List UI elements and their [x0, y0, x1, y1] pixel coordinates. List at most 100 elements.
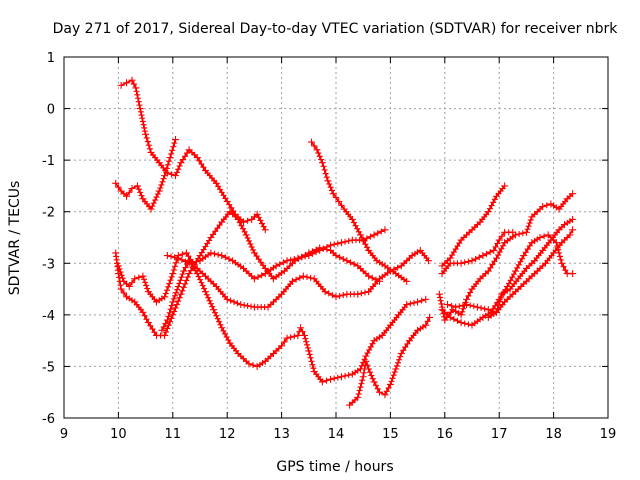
data-point: [182, 249, 190, 257]
data-marker: [138, 192, 145, 199]
series-arc-13: [444, 215, 577, 316]
y-tick-label: -2: [42, 206, 55, 221]
data-point: [452, 303, 460, 311]
data-marker: [180, 156, 186, 163]
data-marker: [165, 313, 172, 320]
data-marker: [303, 274, 310, 281]
data-marker: [460, 234, 467, 241]
data-point: [128, 185, 136, 193]
data-marker: [367, 233, 374, 240]
data-marker: [372, 276, 379, 283]
data-marker: [461, 259, 468, 266]
data-marker: [141, 312, 148, 319]
data-marker: [461, 320, 468, 327]
data-marker: [126, 189, 133, 196]
data-marker: [165, 158, 172, 165]
data-marker: [275, 293, 282, 300]
data-point: [501, 182, 509, 190]
data-marker: [255, 256, 262, 263]
data-marker: [483, 250, 490, 257]
data-point: [376, 277, 384, 285]
data-marker: [189, 259, 196, 266]
data-point: [297, 324, 305, 332]
data-point: [479, 252, 487, 260]
data-marker: [197, 268, 203, 275]
data-marker: [498, 233, 505, 240]
data-marker: [180, 284, 187, 291]
data-marker: [525, 223, 532, 230]
data-marker: [303, 338, 310, 345]
data-point: [457, 311, 465, 319]
data-marker: [168, 150, 175, 157]
data-point: [234, 215, 242, 223]
data-point: [381, 226, 389, 234]
data-marker: [182, 280, 189, 287]
data-layer: [112, 76, 577, 409]
data-marker: [452, 246, 459, 253]
data-marker: [492, 243, 499, 250]
data-marker: [322, 170, 329, 177]
data-point: [329, 190, 337, 198]
data-marker: [286, 262, 293, 269]
data-point: [313, 146, 321, 154]
data-marker: [534, 208, 541, 215]
data-marker: [541, 233, 548, 240]
data-point: [376, 388, 384, 396]
data-point: [253, 210, 261, 218]
data-marker: [328, 187, 335, 194]
data-marker: [463, 231, 470, 238]
data-marker: [163, 165, 170, 172]
data-marker: [162, 169, 169, 176]
data-marker: [165, 283, 172, 290]
x-tick-label: 17: [491, 427, 508, 442]
data-marker: [326, 180, 333, 187]
data-marker: [244, 302, 251, 309]
data-marker: [291, 255, 298, 262]
data-marker: [140, 276, 147, 283]
data-point: [166, 154, 174, 162]
data-point: [337, 239, 345, 247]
data-marker: [331, 241, 338, 248]
data-marker: [210, 280, 217, 287]
data-point: [520, 252, 528, 260]
data-point: [569, 215, 577, 223]
data-marker: [207, 278, 214, 285]
data-point: [117, 285, 125, 293]
data-point: [163, 316, 171, 324]
data-marker: [507, 277, 514, 284]
data-marker: [454, 243, 461, 250]
data-point: [185, 259, 193, 267]
data-marker: [486, 205, 493, 212]
data-point: [365, 365, 373, 373]
data-point: [283, 257, 291, 265]
data-marker: [391, 369, 398, 376]
y-tick-label: -3: [42, 257, 55, 272]
data-point: [117, 81, 125, 89]
data-point: [172, 136, 180, 144]
data-point: [370, 231, 378, 239]
series-line: [161, 259, 427, 383]
data-marker: [519, 230, 526, 237]
data-point: [305, 347, 313, 355]
data-point: [193, 270, 201, 278]
data-marker: [173, 289, 180, 296]
data-point: [414, 298, 422, 306]
data-point: [424, 257, 432, 265]
data-point: [386, 380, 394, 388]
data-marker: [311, 142, 318, 149]
data-marker: [522, 249, 529, 256]
data-marker: [515, 286, 522, 293]
data-marker: [166, 309, 173, 316]
data-marker: [467, 302, 474, 309]
data-marker: [280, 259, 287, 266]
data-marker: [250, 246, 257, 253]
data-marker: [198, 161, 205, 168]
data-marker: [396, 356, 403, 363]
data-marker: [162, 290, 169, 297]
data-marker: [116, 278, 123, 285]
data-marker: [389, 375, 396, 382]
data-point: [212, 179, 220, 187]
data-marker: [188, 149, 195, 156]
data-marker: [302, 335, 309, 342]
